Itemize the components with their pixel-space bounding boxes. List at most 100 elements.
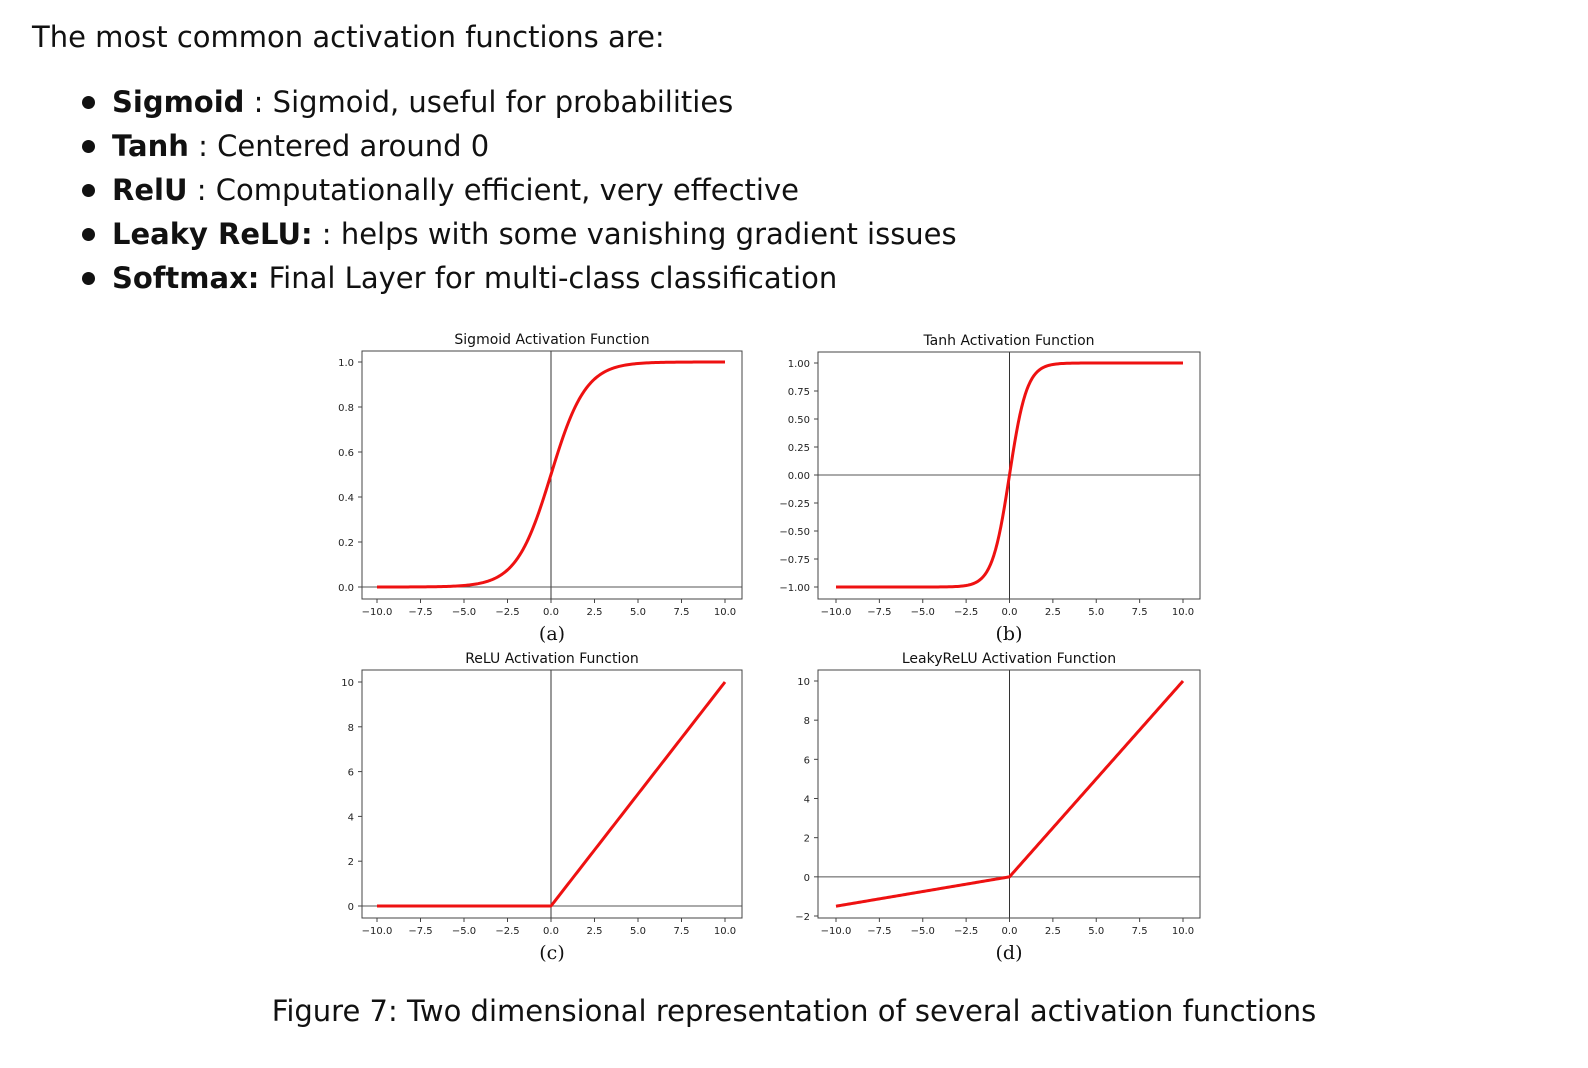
separator: : [187,173,216,207]
figure-caption: Figure 7: Two dimensional representation… [271,994,1317,1028]
term: Tanh [112,129,189,163]
plot-frame [361,350,743,600]
y-tick-label: 2 [348,857,354,868]
description: helps with some vanishing gradient issue… [340,217,957,251]
description: Sigmoid, useful for probabilities [272,85,734,119]
intro-text: The most common activation functions are… [32,20,665,54]
separator: : [312,217,341,251]
y-tick-label: 1.00 [788,359,810,370]
chart-panel: −10.0 −7.5 −5.0 −2.5 0.0 2.5 5.0 7.5 10.0 0 2 4 6 8 10… [341,651,743,964]
x-tick-label: −10.0 [821,607,852,618]
activation-figure: −10.0 −7.5 −5.0 −2.5 0.0 2.5 5.0 7.5 10.0 0.0 0.2 0… [338,332,1201,964]
x-tick-label: −7.5 [867,607,891,618]
x-tick-label: −2.5 [495,607,519,618]
y-tick-label: 0.75 [788,387,810,398]
x-tick-label: −7.5 [408,607,432,618]
x-tick-label: −10.0 [362,926,393,937]
series-line [377,681,727,908]
x-tick-label: −10.0 [821,926,852,937]
list-item-softmax: Softmax: Final Layer for multi-class cla… [80,256,957,300]
y-tick-label: 0.50 [788,415,810,426]
chart-panel: −10.0 −7.5 −5.0 −2.5 0.0 2.5 5.0 7.5 10.0 −1.00 −0… [779,333,1201,645]
y-tick-label: −0.50 [779,527,810,538]
list-item-tanh: Tanh : Centered around 0 [80,124,957,168]
term: Sigmoid [112,85,245,119]
y-tick-label: 0 [804,873,810,884]
description: Final Layer for multi-class classificati… [268,261,838,295]
y-tick-label: 1.0 [338,358,354,369]
bullet-icon [82,272,95,285]
x-tick-label: 5.0 [1088,926,1104,937]
x-tick-label: −2.5 [495,926,519,937]
x-tick-label: 7.5 [1132,926,1148,937]
chart-title: LeakyReLU Activation Function [902,651,1116,667]
y-tick-label: −2 [795,912,810,923]
x-tick-label: 5.0 [630,607,646,618]
y-tick-label: 4 [348,812,354,823]
separator: : [244,85,273,119]
x-tick-label: 0.0 [1002,926,1018,937]
subfigure-label: (c) [539,942,564,964]
x-tick-label: −5.0 [452,926,476,937]
x-tick-label: −5.0 [911,607,935,618]
term: Leaky ReLU: [112,217,313,251]
y-tick-label: 0.6 [338,448,354,459]
series-line [836,361,1183,589]
chart-title: Tanh Activation Function [922,333,1094,349]
chart-title: ReLU Activation Function [465,651,639,667]
activation-list: Sigmoid : Sigmoid, useful for probabilit… [80,80,957,300]
y-tick-label: −0.75 [779,555,810,566]
x-tick-label: −2.5 [954,607,978,618]
bullet-icon [82,140,95,153]
y-tick-label: 2 [804,834,810,845]
separator: : [188,129,218,163]
y-tick-label: 4 [804,795,810,806]
x-tick-label: 10.0 [1172,926,1194,937]
y-tick-label: 8 [348,723,354,734]
y-tick-label: 0.0 [338,583,354,594]
series-line [377,360,725,589]
x-tick-label: −7.5 [408,926,432,937]
x-tick-label: 10.0 [1172,607,1194,618]
y-tick-label: 0.2 [338,538,354,549]
x-tick-label: 7.5 [674,607,690,618]
subfigure-label: (a) [539,623,565,645]
x-tick-label: 2.5 [1045,926,1061,937]
subfigure-label: (d) [996,942,1023,964]
y-tick-label: 10 [797,677,810,688]
y-tick-label: 0.00 [788,471,810,482]
x-tick-label: 7.5 [674,926,690,937]
x-tick-label: −5.0 [452,607,476,618]
y-tick-label: 6 [804,755,810,766]
x-tick-label: 2.5 [587,607,603,618]
bullet-icon [82,228,95,241]
x-tick-label: 5.0 [1088,607,1104,618]
series-line [835,680,1185,908]
term: Softmax: [112,261,260,295]
x-tick-label: −5.0 [911,926,935,937]
x-tick-label: −7.5 [867,926,891,937]
chart-title: Sigmoid Activation Function [454,332,649,348]
x-tick-label: 10.0 [714,926,736,937]
list-item-leaky-relu: Leaky ReLU: : helps with some vanishing … [80,212,957,256]
x-tick-label: 2.5 [1045,607,1061,618]
list-item-sigmoid: Sigmoid : Sigmoid, useful for probabilit… [80,80,957,124]
bullet-icon [82,184,95,197]
x-tick-label: 10.0 [714,607,736,618]
x-tick-label: 2.5 [587,926,603,937]
chart-panel: −10.0 −7.5 −5.0 −2.5 0.0 2.5 5.0 7.5 10.0 0.0 0.2 0… [338,332,743,645]
subfigure-label: (b) [996,623,1023,645]
description: Centered around 0 [217,129,490,163]
term: RelU [112,173,188,207]
description: Computationally efficient, very effectiv… [215,173,799,207]
plot-frame [361,669,743,919]
y-tick-label: −1.00 [779,583,810,594]
x-tick-label: 5.0 [630,926,646,937]
list-item-relu: RelU : Computationally efficient, very e… [80,168,957,212]
x-tick-label: 0.0 [543,607,559,618]
y-tick-label: 6 [348,768,354,779]
x-tick-label: −10.0 [362,607,393,618]
bullet-icon [82,96,95,109]
x-tick-label: −2.5 [954,926,978,937]
y-tick-label: 10 [341,678,354,689]
